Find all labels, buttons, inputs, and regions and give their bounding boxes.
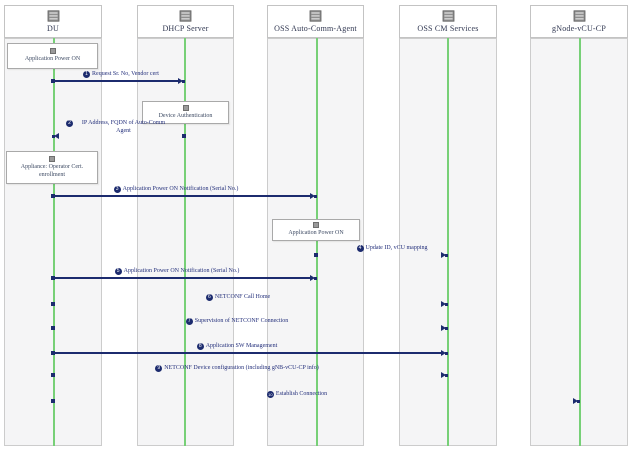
participant-header: DHCP Server <box>137 5 234 38</box>
arrowhead-tip-dot <box>314 276 317 280</box>
participant-name: OSS Auto-Comm-Agent <box>274 24 357 33</box>
note: Appliance: Operator Cert. enrollment <box>6 151 98 184</box>
message-line <box>53 277 312 279</box>
message-text: IP Address, FQDN of Auto-Comm Agent <box>81 120 166 134</box>
message-number-badge: 4 <box>356 245 364 252</box>
message-text: Establish Connection <box>275 391 328 397</box>
arrowhead-icon <box>441 252 446 258</box>
arrowhead-icon <box>54 133 59 139</box>
message-number-badge: 3 <box>113 186 121 193</box>
note: Device Authentication <box>142 101 229 124</box>
note: Application Power ON <box>272 219 360 241</box>
arrowhead-icon <box>573 398 578 404</box>
message-number-badge: 9 <box>155 365 163 372</box>
message-label: 10 Establish Connection <box>197 391 397 399</box>
message-label: 2 IP Address, FQDN of Auto-Comm Agent <box>66 120 172 135</box>
message-source-dot <box>51 351 55 355</box>
participant-name: OSS CM Services <box>417 24 479 33</box>
server-icon <box>179 10 192 22</box>
server-icon <box>442 10 455 22</box>
participant-name: DHCP Server <box>162 24 209 33</box>
message-number-badge: 2 <box>66 120 73 127</box>
arrowhead-icon <box>441 301 446 307</box>
message-label: 5 Application Power ON Notification (Seri… <box>77 268 277 276</box>
note-text: Device Authentication <box>158 112 213 119</box>
message-number-badge: 5 <box>114 268 122 275</box>
message-source-dot <box>314 253 318 257</box>
message-text: Update ID, vCU mapping <box>365 245 428 251</box>
participant-header: DU <box>4 5 102 38</box>
message-number-badge: 6 <box>205 294 213 301</box>
message-source-dot <box>51 276 55 280</box>
arrowhead-tip-dot <box>445 302 448 306</box>
server-icon <box>573 10 586 22</box>
arrowhead-icon <box>441 325 446 331</box>
message-source-dot <box>51 302 55 306</box>
message-text: Application Power ON Notification (Seria… <box>123 268 240 274</box>
participant-name: DU <box>47 24 59 33</box>
message-text: Supervision of NETCONF Connection <box>194 318 289 324</box>
message-label: 6 NETCONF Call Home <box>138 294 338 302</box>
lifeline <box>184 38 186 446</box>
arrowhead-icon <box>310 275 315 281</box>
message-label: 4 Update ID, vCU mapping <box>292 245 492 253</box>
participant-header: OSS Auto-Comm-Agent <box>267 5 364 38</box>
message-number-badge: 1 <box>83 71 91 78</box>
message-text: NETCONF Call Home <box>214 294 271 300</box>
message-source-dot <box>51 326 55 330</box>
message-text: Application SW Management <box>205 343 278 349</box>
message-label: 8 Application SW Management <box>137 343 337 351</box>
lifeline <box>316 38 318 446</box>
message-number-badge: 8 <box>196 343 204 350</box>
message-label: 9 NETCONF Device configuration (including… <box>137 365 337 373</box>
message-source-dot <box>51 79 55 83</box>
participant-column <box>137 38 234 446</box>
lifeline <box>53 38 55 446</box>
message-line <box>53 352 443 354</box>
message-line <box>53 80 180 82</box>
message-source-dot <box>51 194 55 198</box>
participant-header: OSS CM Services <box>399 5 497 38</box>
message-text: NETCONF Device configuration (including … <box>164 365 319 371</box>
message-text: Request Sr. No, Vendor cert <box>92 71 159 77</box>
message-label: 3 Application Power ON Notification (Seri… <box>76 186 276 194</box>
message-number-badge: 10 <box>266 391 274 398</box>
message-label: 7 Supervision of NETCONF Connection <box>137 318 337 326</box>
arrowhead-tip-dot <box>445 373 448 377</box>
arrowhead-tip-dot <box>52 134 55 138</box>
message-label: 1 Request Sr. No, Vendor cert <box>21 71 221 79</box>
message-source-dot <box>51 399 55 403</box>
note-icon <box>49 155 55 162</box>
note-text: Application Power ON <box>288 230 344 237</box>
arrowhead-tip-dot <box>182 79 185 83</box>
note-text: Application Power ON <box>24 56 81 63</box>
arrowhead-tip-dot <box>445 326 448 330</box>
note-icon <box>49 48 56 55</box>
message-text: Application Power ON Notification (Seria… <box>122 186 239 192</box>
note-icon <box>182 104 189 111</box>
lifeline <box>447 38 449 446</box>
arrowhead-icon <box>178 78 183 84</box>
arrowhead-tip-dot <box>445 351 448 355</box>
message-source-dot <box>51 373 55 377</box>
arrowhead-tip-dot <box>314 194 317 198</box>
server-icon <box>309 10 322 22</box>
arrowhead-icon <box>441 372 446 378</box>
participant-column <box>267 38 364 446</box>
message-line <box>53 195 312 197</box>
message-number-badge: 7 <box>185 318 193 325</box>
lifeline <box>579 38 581 446</box>
arrowhead-icon <box>310 193 315 199</box>
server-icon <box>47 10 60 22</box>
note-text: Appliance: Operator Cert. enrollment <box>20 163 84 178</box>
message-source-dot <box>182 134 186 138</box>
note-icon <box>313 222 319 229</box>
arrowhead-tip-dot <box>445 253 448 257</box>
note: Application Power ON <box>7 43 98 69</box>
arrowhead-tip-dot <box>577 399 580 403</box>
arrowhead-icon <box>441 350 446 356</box>
participant-name: gNode-vCU-CP <box>552 24 606 33</box>
participant-header: gNode-vCU-CP <box>530 5 628 38</box>
